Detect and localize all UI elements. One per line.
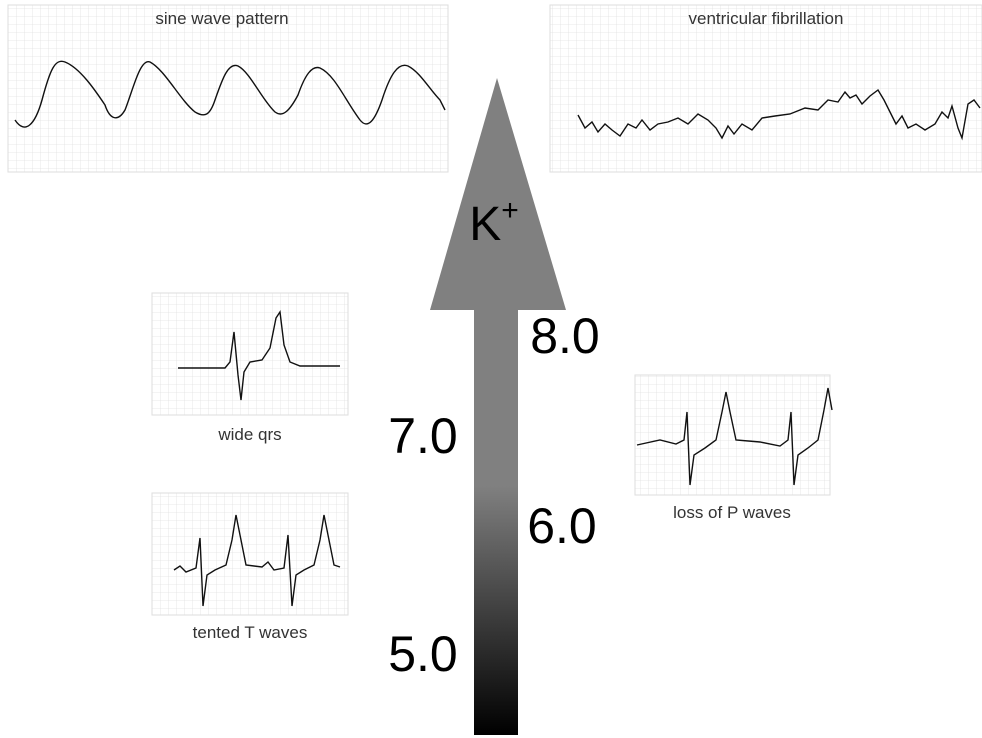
loss-of-p-panel: loss of P waves xyxy=(634,374,833,522)
tented-t-panel: tented T waves xyxy=(151,492,349,642)
wide-qrs-panel: wide qrs xyxy=(151,292,349,444)
ecg-trace xyxy=(178,310,340,401)
panel-label: sine wave pattern xyxy=(155,9,288,28)
ion-charge: + xyxy=(501,194,519,227)
ecg-trace xyxy=(577,88,981,141)
level-label: 7.0 xyxy=(388,408,458,464)
level-label: 8.0 xyxy=(530,308,600,364)
panel-label: ventricular fibrillation xyxy=(689,9,844,28)
ecg-trace xyxy=(14,60,446,128)
level-label: 5.0 xyxy=(388,626,458,682)
arrow-label: K+ xyxy=(469,194,519,251)
arrow-head xyxy=(430,78,566,310)
arrow-shaft xyxy=(474,305,518,735)
ecg-grid xyxy=(151,292,349,416)
sine-wave-panel: sine wave pattern xyxy=(7,4,449,173)
vfib-panel: ventricular fibrillation xyxy=(549,4,982,173)
ecg-grid xyxy=(549,4,982,173)
ecg-grid xyxy=(634,374,831,496)
panel-label: wide qrs xyxy=(217,425,281,444)
panel-label: tented T waves xyxy=(193,623,308,642)
ecg-trace xyxy=(636,387,833,486)
ion-symbol: K xyxy=(469,198,501,251)
ecg-grid xyxy=(7,4,449,173)
potassium-arrow: K+ xyxy=(430,78,566,735)
ecg-grid xyxy=(151,492,349,616)
ecg-trace xyxy=(173,514,341,607)
panel-label: loss of P waves xyxy=(673,503,791,522)
level-label: 6.0 xyxy=(527,498,597,554)
